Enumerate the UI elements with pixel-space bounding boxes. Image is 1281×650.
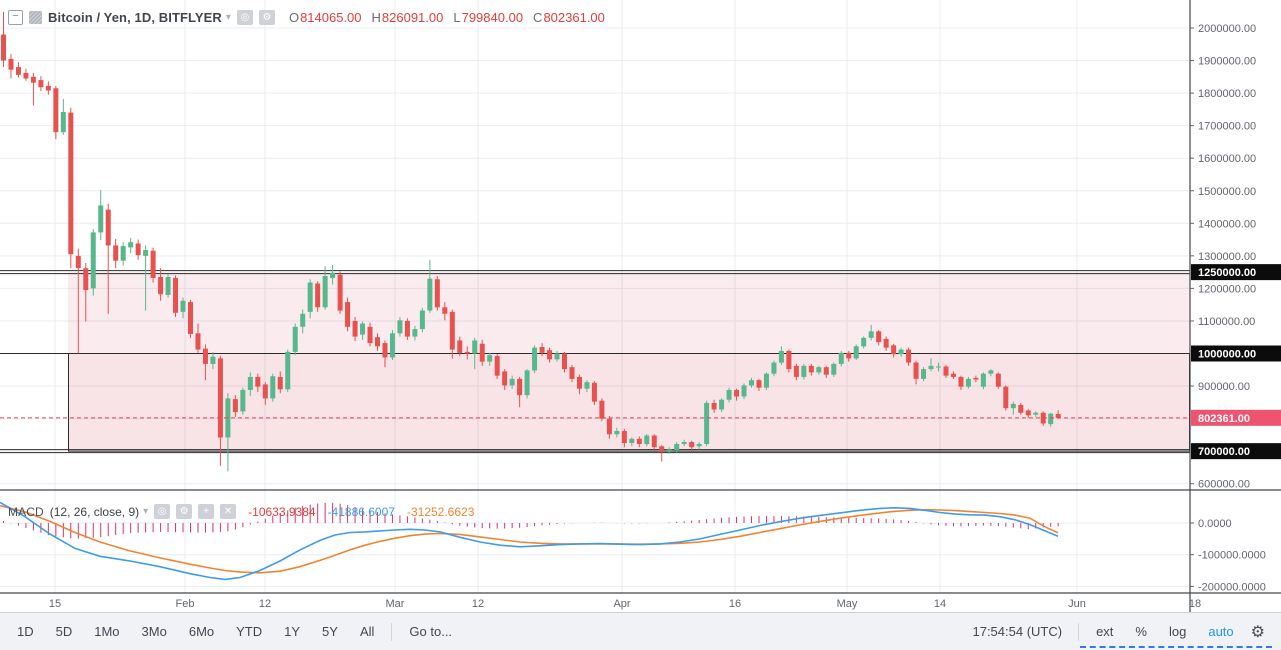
svg-text:12: 12: [472, 598, 484, 610]
svg-text:Feb: Feb: [176, 598, 195, 610]
toolbar-divider: [391, 622, 393, 641]
macd-header: MACD (12, 26, close, 9) ▾ ◎ ⚙ + ✕ -10633…: [8, 504, 474, 519]
range-ytd-button[interactable]: YTD: [236, 624, 263, 639]
open-label: O: [288, 10, 300, 25]
svg-text:Apr: Apr: [613, 598, 630, 610]
symbol-title[interactable]: Bitcoin / Yen, 1D, BITFLYER: [48, 10, 222, 25]
range-1mo-button[interactable]: 1Mo: [94, 624, 120, 639]
svg-text:12: 12: [259, 598, 271, 610]
log-scale-toggle[interactable]: log: [1168, 624, 1187, 639]
svg-text:Jun: Jun: [1068, 598, 1086, 610]
svg-text:1200000.00: 1200000.00: [1198, 283, 1256, 295]
range-5d-button[interactable]: 5D: [55, 624, 73, 639]
range-6mo-button[interactable]: 6Mo: [188, 624, 215, 639]
ohlc-values: O814065.00 H826091.00 L799840.00 C802361…: [289, 10, 605, 25]
clock-utc[interactable]: 17:54:54 (UTC): [972, 624, 1063, 639]
svg-text:1100000.00: 1100000.00: [1198, 316, 1255, 328]
symbol-logo-icon: [29, 11, 42, 24]
svg-text:14: 14: [934, 598, 946, 610]
toolbar-divider: [1078, 622, 1080, 641]
svg-text:15: 15: [49, 598, 61, 610]
svg-text:1900000.00: 1900000.00: [1198, 56, 1256, 68]
svg-text:1000000.00: 1000000.00: [1198, 349, 1256, 361]
eye-button[interactable]: ◎: [236, 10, 253, 25]
macd-close-button[interactable]: ✕: [220, 504, 237, 519]
svg-text:18: 18: [1189, 598, 1201, 610]
range-1d-button[interactable]: 1D: [17, 624, 34, 639]
svg-text:16: 16: [729, 598, 741, 610]
svg-text:802361.00: 802361.00: [1198, 413, 1250, 425]
macd-add-button[interactable]: +: [198, 504, 215, 519]
svg-text:0.0000: 0.0000: [1198, 518, 1232, 530]
macd-title[interactable]: MACD: [8, 504, 44, 519]
open-value: 814065.00: [300, 10, 362, 25]
svg-text:Mar: Mar: [386, 598, 405, 610]
svg-text:1400000.00: 1400000.00: [1198, 218, 1256, 230]
range-5y-button[interactable]: 5Y: [322, 624, 338, 639]
macd-line-value: -41886.6007: [327, 504, 395, 519]
range-3mo-button[interactable]: 3Mo: [141, 624, 167, 639]
resize-highlight: [1080, 646, 1272, 648]
range-all-button[interactable]: All: [359, 624, 375, 639]
chart-area[interactable]: 2000000.00 1900000.00 1800000.00 1700000.00…: [0, 0, 1281, 612]
svg-text:May: May: [837, 598, 858, 610]
symbol-header: − Bitcoin / Yen, 1D, BITFLYER ▾ ◎ ⚙ O814…: [8, 10, 605, 25]
svg-text:1250000.00: 1250000.00: [1198, 267, 1256, 279]
svg-text:2000000.00: 2000000.00: [1198, 23, 1256, 35]
svg-text:-100000.0000: -100000.0000: [1198, 550, 1266, 562]
extended-hours-toggle[interactable]: ext: [1096, 624, 1114, 639]
svg-text:-200000.0000: -200000.0000: [1198, 581, 1266, 593]
chevron-down-icon[interactable]: ▾: [143, 506, 149, 517]
high-value: 826091.00: [381, 10, 444, 25]
gear-button[interactable]: ⚙: [258, 10, 275, 25]
low-value: 799840.00: [461, 10, 524, 25]
bottom-toolbar: 1D 5D 1Mo 3Mo 6Mo YTD 1Y 5Y All Go to...…: [0, 612, 1281, 650]
chart-settings-gear-icon[interactable]: ⚙: [1250, 623, 1265, 641]
macd-signal-value: -31252.6623: [406, 504, 475, 519]
macd-params: (12, 26, close, 9): [49, 504, 140, 519]
percent-scale-toggle[interactable]: %: [1135, 624, 1147, 639]
auto-scale-toggle[interactable]: auto: [1208, 624, 1234, 639]
close-label: C: [533, 10, 543, 25]
svg-text:600000.00: 600000.00: [1198, 479, 1250, 491]
svg-text:900000.00: 900000.00: [1198, 381, 1250, 393]
low-label: L: [453, 10, 461, 25]
svg-text:1700000.00: 1700000.00: [1198, 121, 1256, 133]
svg-text:1300000.00: 1300000.00: [1198, 251, 1256, 263]
chevron-down-icon[interactable]: ▾: [225, 12, 231, 23]
high-label: H: [371, 10, 381, 25]
macd-gear-button[interactable]: ⚙: [176, 504, 193, 519]
collapse-pane-button[interactable]: −: [8, 10, 23, 25]
svg-text:1600000.00: 1600000.00: [1198, 153, 1256, 165]
toolbar-right-group: 17:54:54 (UTC) ext % log auto ⚙: [962, 620, 1271, 644]
svg-text:1500000.00: 1500000.00: [1198, 186, 1256, 198]
goto-button[interactable]: Go to...: [409, 624, 453, 639]
svg-text:700000.00: 700000.00: [1198, 446, 1250, 458]
range-buttons: 1D 5D 1Mo 3Mo 6Mo YTD 1Y 5Y All Go to...: [6, 620, 463, 643]
svg-text:1800000.00: 1800000.00: [1198, 88, 1256, 100]
range-1y-button[interactable]: 1Y: [284, 624, 301, 639]
macd-eye-button[interactable]: ◎: [154, 504, 171, 519]
close-value: 802361.00: [543, 10, 605, 25]
macd-hist-value: -10633.9384: [248, 504, 316, 519]
candlestick-chart-canvas[interactable]: 2000000.00 1900000.00 1800000.00 1700000.00…: [0, 0, 1281, 617]
